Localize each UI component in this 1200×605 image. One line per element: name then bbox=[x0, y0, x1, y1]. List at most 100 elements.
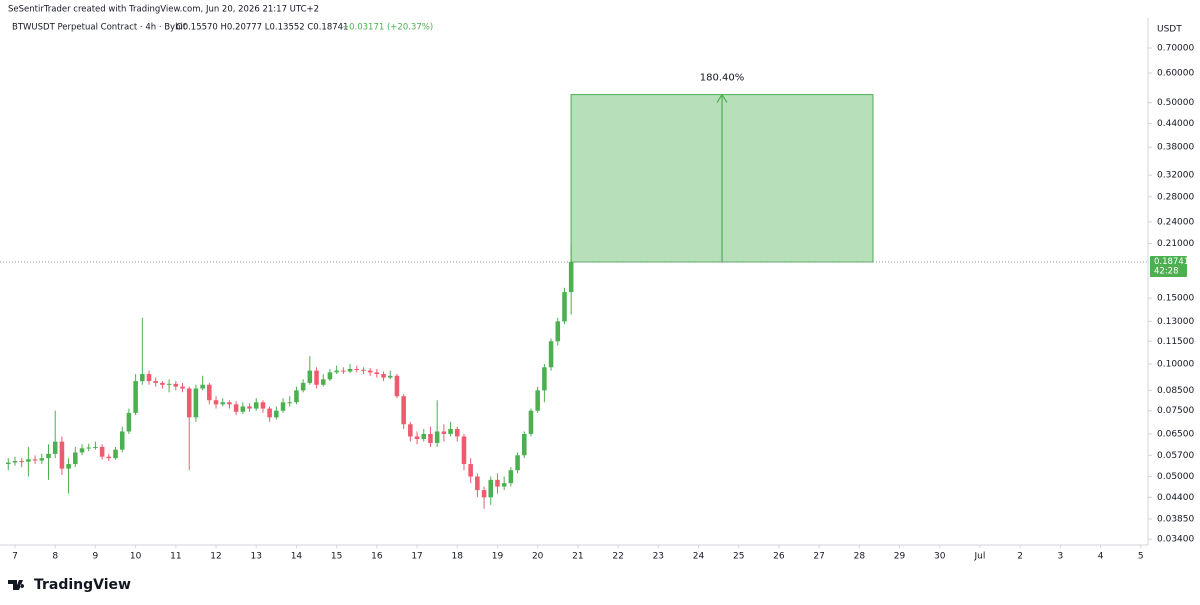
measure-arrowhead bbox=[716, 93, 728, 103]
candle-body bbox=[59, 441, 65, 469]
candle-body bbox=[6, 462, 11, 465]
last-price-label: 0.18741 bbox=[1154, 257, 1189, 267]
candle-body bbox=[140, 374, 145, 382]
candle-body bbox=[73, 452, 78, 465]
candle-body bbox=[468, 464, 473, 477]
currency: USDT bbox=[1157, 25, 1182, 35]
x-tick-label: 19 bbox=[492, 552, 504, 562]
y-tick-label: 0.06500 bbox=[1157, 429, 1194, 439]
candle-body bbox=[294, 390, 299, 403]
y-tick-label: 0.21000 bbox=[1157, 239, 1194, 249]
candle-body bbox=[562, 292, 567, 322]
x-tick-label: 12 bbox=[210, 552, 221, 562]
candle-body bbox=[66, 464, 71, 469]
y-tick-label: 0.50000 bbox=[1157, 98, 1194, 108]
candle-body bbox=[401, 396, 406, 425]
y-tick-label: 0.08500 bbox=[1157, 386, 1194, 396]
x-tick-label: 2 bbox=[1017, 552, 1023, 562]
candle-body bbox=[535, 390, 540, 411]
y-tick-label: 0.15000 bbox=[1157, 294, 1194, 304]
x-tick-label: 5 bbox=[1138, 552, 1144, 562]
candle-body bbox=[119, 431, 125, 450]
x-tick-label: Jul bbox=[974, 552, 986, 562]
credit: SeSentirTrader created with TradingView.… bbox=[8, 5, 319, 15]
x-tick-label: 3 bbox=[1057, 552, 1063, 562]
y-tick-label: 0.28000 bbox=[1157, 192, 1194, 202]
candle-body bbox=[126, 412, 132, 432]
x-tick-label: 10 bbox=[130, 552, 142, 562]
x-tick-label: 11 bbox=[170, 552, 181, 562]
x-tick-label: 26 bbox=[773, 552, 785, 562]
y-tick-label: 0.44000 bbox=[1157, 119, 1194, 129]
candle-body bbox=[387, 375, 393, 378]
candle-body bbox=[448, 429, 453, 434]
x-tick-label: 20 bbox=[532, 552, 544, 562]
candle-body bbox=[146, 374, 152, 382]
candle-body bbox=[233, 404, 239, 412]
candle-body bbox=[334, 370, 339, 373]
y-tick-label: 0.60000 bbox=[1157, 69, 1194, 79]
candle-body bbox=[320, 379, 326, 385]
candle-body bbox=[481, 490, 487, 498]
candle-body bbox=[408, 424, 413, 437]
candle-body bbox=[374, 372, 380, 375]
candle-body bbox=[341, 370, 346, 372]
change: +0.03171 (+20.37%) bbox=[342, 23, 433, 33]
candle-body bbox=[79, 448, 85, 453]
y-tick-label: 0.32000 bbox=[1157, 171, 1194, 181]
candle-body bbox=[213, 400, 219, 405]
x-tick-label: 13 bbox=[251, 552, 262, 562]
candle-body bbox=[508, 470, 514, 484]
candle-body bbox=[180, 386, 185, 389]
x-tick-label: 30 bbox=[934, 552, 946, 562]
candle-body bbox=[347, 368, 353, 372]
candle-body bbox=[186, 388, 192, 418]
candle-body bbox=[461, 436, 467, 465]
y-tick-label: 0.38000 bbox=[1157, 143, 1194, 153]
symbol: BTWUSDT Perpetual Contract · 4h · Bybit bbox=[12, 23, 187, 33]
candle-body bbox=[488, 479, 494, 498]
candle-body bbox=[501, 483, 507, 487]
candle-body bbox=[106, 456, 112, 459]
candle-body bbox=[113, 449, 118, 459]
candle-body bbox=[274, 410, 279, 418]
y-tick-label: 0.11500 bbox=[1157, 337, 1194, 347]
candle-body bbox=[327, 372, 333, 380]
brand: TradingView bbox=[34, 577, 131, 593]
candle-body bbox=[354, 368, 360, 370]
x-tick-label: 27 bbox=[813, 552, 824, 562]
x-tick-label: 22 bbox=[612, 552, 623, 562]
x-tick-label: 24 bbox=[693, 552, 705, 562]
candle-body bbox=[86, 447, 91, 449]
candle-body bbox=[133, 381, 138, 413]
candle-body bbox=[434, 431, 440, 443]
x-tick-label: 8 bbox=[52, 552, 58, 562]
x-tick-label: 17 bbox=[411, 552, 422, 562]
candle-body bbox=[19, 461, 24, 463]
candle-body bbox=[52, 441, 58, 454]
countdown: 42:28 bbox=[1154, 267, 1179, 277]
y-tick-label: 0.24000 bbox=[1157, 217, 1194, 227]
ohlc: O0.15570 H0.20777 L0.13552 C0.18741 bbox=[176, 23, 348, 33]
y-tick-label: 0.70000 bbox=[1157, 44, 1194, 54]
candle-body bbox=[193, 388, 199, 418]
candle-body bbox=[173, 383, 179, 387]
x-tick-label: 18 bbox=[452, 552, 464, 562]
x-tick-label: 7 bbox=[12, 552, 18, 562]
x-tick-label: 25 bbox=[733, 552, 744, 562]
candle-body bbox=[207, 384, 212, 401]
y-tick-label: 0.05000 bbox=[1157, 472, 1194, 482]
x-tick-label: 9 bbox=[93, 552, 99, 562]
candle-body bbox=[414, 436, 420, 440]
candle-body bbox=[93, 446, 98, 448]
candle-body bbox=[99, 446, 105, 457]
x-tick-label: 16 bbox=[371, 552, 383, 562]
candle-body bbox=[421, 433, 427, 440]
x-tick-label: 28 bbox=[854, 552, 866, 562]
candle-body bbox=[267, 408, 272, 418]
candle-body bbox=[39, 458, 45, 461]
candle-body bbox=[287, 402, 293, 404]
candle-body bbox=[394, 375, 400, 397]
